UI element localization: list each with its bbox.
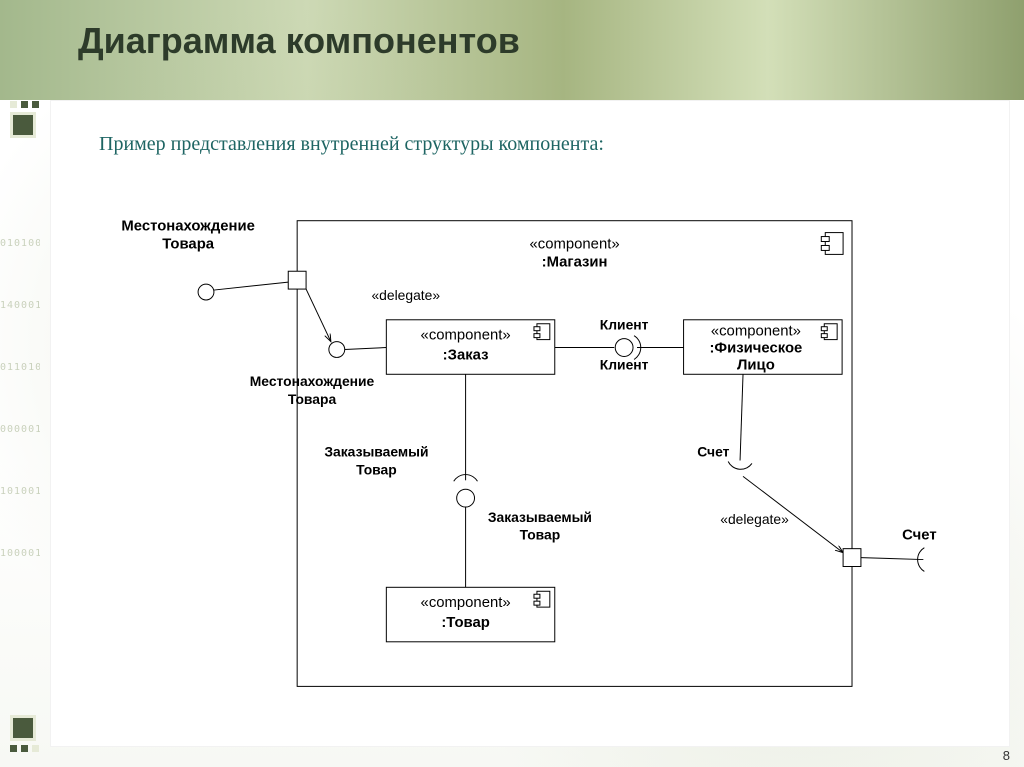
edge-port-to-account-outer (861, 558, 923, 560)
page-number: 8 (1003, 748, 1010, 763)
label-client-bottom: Клиент (600, 356, 649, 372)
outer-stereotype: «component» (530, 236, 620, 252)
label-location-outer-2: Товара (162, 236, 214, 252)
corner-decoration-top (10, 101, 46, 138)
binary-decoration: 0101001014000111011010110000011010011000… (0, 200, 40, 747)
label-ordprod-2: Товар (356, 461, 397, 477)
interface-ordprod-lollipop (457, 489, 475, 507)
label-loc-inner-2: Товара (288, 391, 337, 407)
label-account: Счет (697, 444, 729, 460)
diagram-svg: «component» :Магазин Местонахождение Тов… (99, 201, 961, 716)
interface-location-inner (329, 342, 345, 358)
label-delegate-right: «delegate» (720, 511, 789, 527)
outer-name: :Магазин (542, 254, 608, 270)
order-stereotype: «component» (421, 328, 511, 344)
order-name: :Заказ (443, 347, 489, 363)
label-client-top: Клиент (600, 317, 649, 333)
label-location-outer-1: Местонахождение (121, 219, 254, 235)
label-loc-inner-1: Местонахождение (250, 373, 375, 389)
slide-title: Диаграмма компонентов (78, 20, 520, 62)
person-name2: Лицо (737, 357, 775, 373)
port-right (843, 549, 861, 567)
product-stereotype: «component» (421, 595, 511, 611)
content-area: Пример представления внутренней структур… (50, 100, 1010, 747)
label-delegate-left: «delegate» (371, 287, 440, 303)
edge-loc-to-port (214, 282, 288, 290)
product-name: :Товар (441, 615, 489, 631)
label-ordprod-b2: Товар (520, 527, 561, 543)
label-ordprod-1: Заказываемый (324, 444, 428, 460)
person-name1: :Физическое (709, 340, 802, 356)
port-left (288, 271, 306, 289)
uml-component-diagram: «component» :Магазин Местонахождение Тов… (99, 201, 961, 716)
label-ordprod-b1: Заказываемый (488, 509, 592, 525)
person-stereotype: «component» (711, 324, 801, 340)
label-account-outer: Счет (902, 528, 937, 544)
subtitle: Пример представления внутренней структур… (99, 133, 1009, 156)
interface-client-lollipop (615, 339, 633, 357)
corner-decoration-bottom (10, 715, 46, 752)
interface-location-outer (198, 284, 214, 300)
